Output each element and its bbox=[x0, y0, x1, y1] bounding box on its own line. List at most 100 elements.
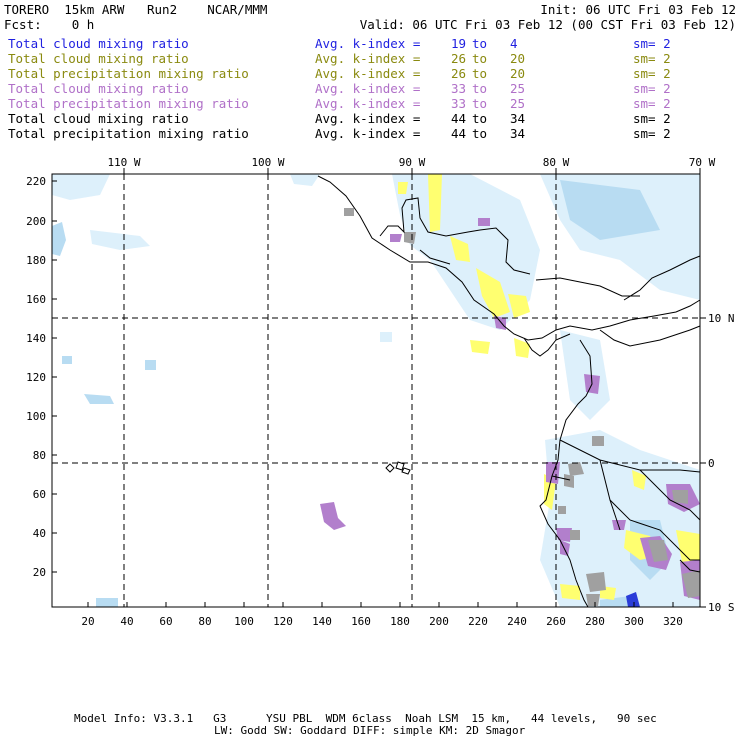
legend-sm: sm= 2 bbox=[633, 126, 671, 141]
x-tick-label: 160 bbox=[351, 615, 371, 628]
legend-row: Total precipitation mixing ratio Avg. k-… bbox=[8, 96, 738, 111]
legend-field: Total cloud mixing ratio bbox=[8, 111, 189, 126]
x-tick-label: 240 bbox=[507, 615, 527, 628]
x-tick-label: 300 bbox=[624, 615, 644, 628]
legend-row: Total precipitation mixing ratio Avg. k-… bbox=[8, 66, 738, 81]
x-tick-label: 180 bbox=[390, 615, 410, 628]
legend-avg: Avg. k-index = bbox=[315, 96, 421, 111]
y-tick-label: 200 bbox=[26, 215, 46, 228]
legend-sm: sm= 2 bbox=[633, 51, 671, 66]
x-tick-label: 200 bbox=[429, 615, 449, 628]
legend-k2: 34 bbox=[510, 126, 526, 141]
header-forecast-hour: Fcst: 0 h bbox=[4, 17, 95, 32]
legend-sm: sm= 2 bbox=[633, 66, 671, 81]
y-axis-labels: 220 200 180 160 140 120 100 80 60 40 20 bbox=[26, 175, 46, 579]
x-tick-label: 260 bbox=[546, 615, 566, 628]
lon-label: 110 W bbox=[107, 156, 140, 169]
y-tick-label: 120 bbox=[26, 371, 46, 384]
legend-k1: 26 bbox=[451, 51, 467, 66]
longitude-ticks bbox=[123, 168, 701, 174]
map-frame bbox=[51, 173, 701, 608]
legend-sm: sm= 2 bbox=[633, 81, 671, 96]
legend-row: Total cloud mixing ratio Avg. k-index = … bbox=[8, 111, 738, 126]
longitude-labels: 110 W 100 W 90 W 80 W 70 W bbox=[107, 156, 715, 169]
x-tick-label: 220 bbox=[468, 615, 488, 628]
legend-k1: 26 bbox=[451, 66, 467, 81]
x-tick-label: 320 bbox=[663, 615, 683, 628]
lat-lon-grid bbox=[52, 174, 700, 607]
legend-row: Total cloud mixing ratio Avg. k-index = … bbox=[8, 36, 738, 51]
lat-label: 10 S bbox=[708, 601, 735, 614]
lon-label: 100 W bbox=[251, 156, 284, 169]
legend-field: Total cloud mixing ratio bbox=[8, 81, 189, 96]
header-valid-time: Valid: 06 UTC Fri 03 Feb 12 (00 CST Fri … bbox=[359, 17, 736, 32]
gray-precip-areas bbox=[344, 208, 700, 606]
x-tick-label: 280 bbox=[585, 615, 605, 628]
x-tick-label: 40 bbox=[120, 615, 133, 628]
x-tick-label: 20 bbox=[81, 615, 94, 628]
footer-physics-info: LW: Godd SW: Goddard DIFF: simple KM: 2D… bbox=[214, 724, 526, 737]
y-tick-label: 220 bbox=[26, 175, 46, 188]
x-tick-label: 120 bbox=[273, 615, 293, 628]
legend-k1: 44 bbox=[451, 111, 467, 126]
y-tick-label: 60 bbox=[33, 488, 46, 501]
legend-to: to bbox=[472, 111, 488, 126]
map-fields bbox=[52, 174, 700, 607]
dark-blue-precip-areas bbox=[626, 592, 640, 607]
x-axis-labels: 20 40 60 80 100 120 140 160 180 200 220 … bbox=[81, 615, 683, 628]
legend-k2: 25 bbox=[510, 81, 526, 96]
legend-avg: Avg. k-index = bbox=[315, 81, 421, 96]
legend-avg: Avg. k-index = bbox=[315, 126, 421, 141]
legend-sm: sm= 2 bbox=[633, 111, 671, 126]
y-axis-ticks bbox=[52, 180, 57, 573]
legend-k2: 25 bbox=[510, 96, 526, 111]
legend-to: to bbox=[472, 51, 488, 66]
header-init-time: Init: 06 UTC Fri 03 Feb 12 bbox=[540, 2, 736, 17]
footer-model-info: Model Info: V3.3.1 G3 YSU PBL WDM 6class… bbox=[74, 712, 657, 725]
latitude-labels: 10 N 0 10 S bbox=[708, 312, 735, 614]
latitude-ticks bbox=[700, 317, 706, 608]
legend-to: to bbox=[472, 66, 488, 81]
y-tick-label: 100 bbox=[26, 410, 46, 423]
legend-field: Total precipitation mixing ratio bbox=[8, 66, 249, 81]
lon-label: 70 W bbox=[689, 156, 716, 169]
coastlines bbox=[317, 175, 701, 608]
legend-row: Total cloud mixing ratio Avg. k-index = … bbox=[8, 51, 738, 66]
x-axis-ticks bbox=[87, 602, 674, 607]
lat-label: 0 bbox=[708, 457, 715, 470]
legend-field: Total precipitation mixing ratio bbox=[8, 126, 249, 141]
legend-avg: Avg. k-index = bbox=[315, 51, 421, 66]
x-tick-label: 140 bbox=[312, 615, 332, 628]
legend-k2: 34 bbox=[510, 111, 526, 126]
legend-k2: 20 bbox=[510, 66, 526, 81]
legend-to: to bbox=[472, 96, 488, 111]
legend-k2: 20 bbox=[510, 51, 526, 66]
legend-to: to bbox=[472, 36, 488, 51]
lon-label: 80 W bbox=[543, 156, 570, 169]
x-tick-label: 80 bbox=[198, 615, 211, 628]
y-tick-label: 40 bbox=[33, 527, 46, 540]
legend-row: Total cloud mixing ratio Avg. k-index = … bbox=[8, 81, 738, 96]
lon-label: 90 W bbox=[399, 156, 426, 169]
legend-sm: sm= 2 bbox=[633, 96, 671, 111]
header-title: TORERO 15km ARW Run2 NCAR/MMM bbox=[4, 2, 268, 17]
legend-k1: 33 bbox=[451, 81, 467, 96]
x-tick-label: 100 bbox=[234, 615, 254, 628]
legend-row: Total precipitation mixing ratio Avg. k-… bbox=[8, 126, 738, 141]
legend-avg: Avg. k-index = bbox=[315, 111, 421, 126]
legend-field: Total precipitation mixing ratio bbox=[8, 96, 249, 111]
legend-field: Total cloud mixing ratio bbox=[8, 36, 189, 51]
y-tick-label: 20 bbox=[33, 566, 46, 579]
y-tick-label: 180 bbox=[26, 254, 46, 267]
legend-k1: 44 bbox=[451, 126, 467, 141]
legend-k1: 19 bbox=[451, 36, 467, 51]
y-tick-label: 140 bbox=[26, 332, 46, 345]
legend-to: to bbox=[472, 126, 488, 141]
legend-k2: 4 bbox=[510, 36, 518, 51]
legend-k1: 33 bbox=[451, 96, 467, 111]
legend-field: Total cloud mixing ratio bbox=[8, 51, 189, 66]
legend-avg: Avg. k-index = bbox=[315, 36, 421, 51]
y-tick-label: 80 bbox=[33, 449, 46, 462]
lat-label: 10 N bbox=[708, 312, 735, 325]
